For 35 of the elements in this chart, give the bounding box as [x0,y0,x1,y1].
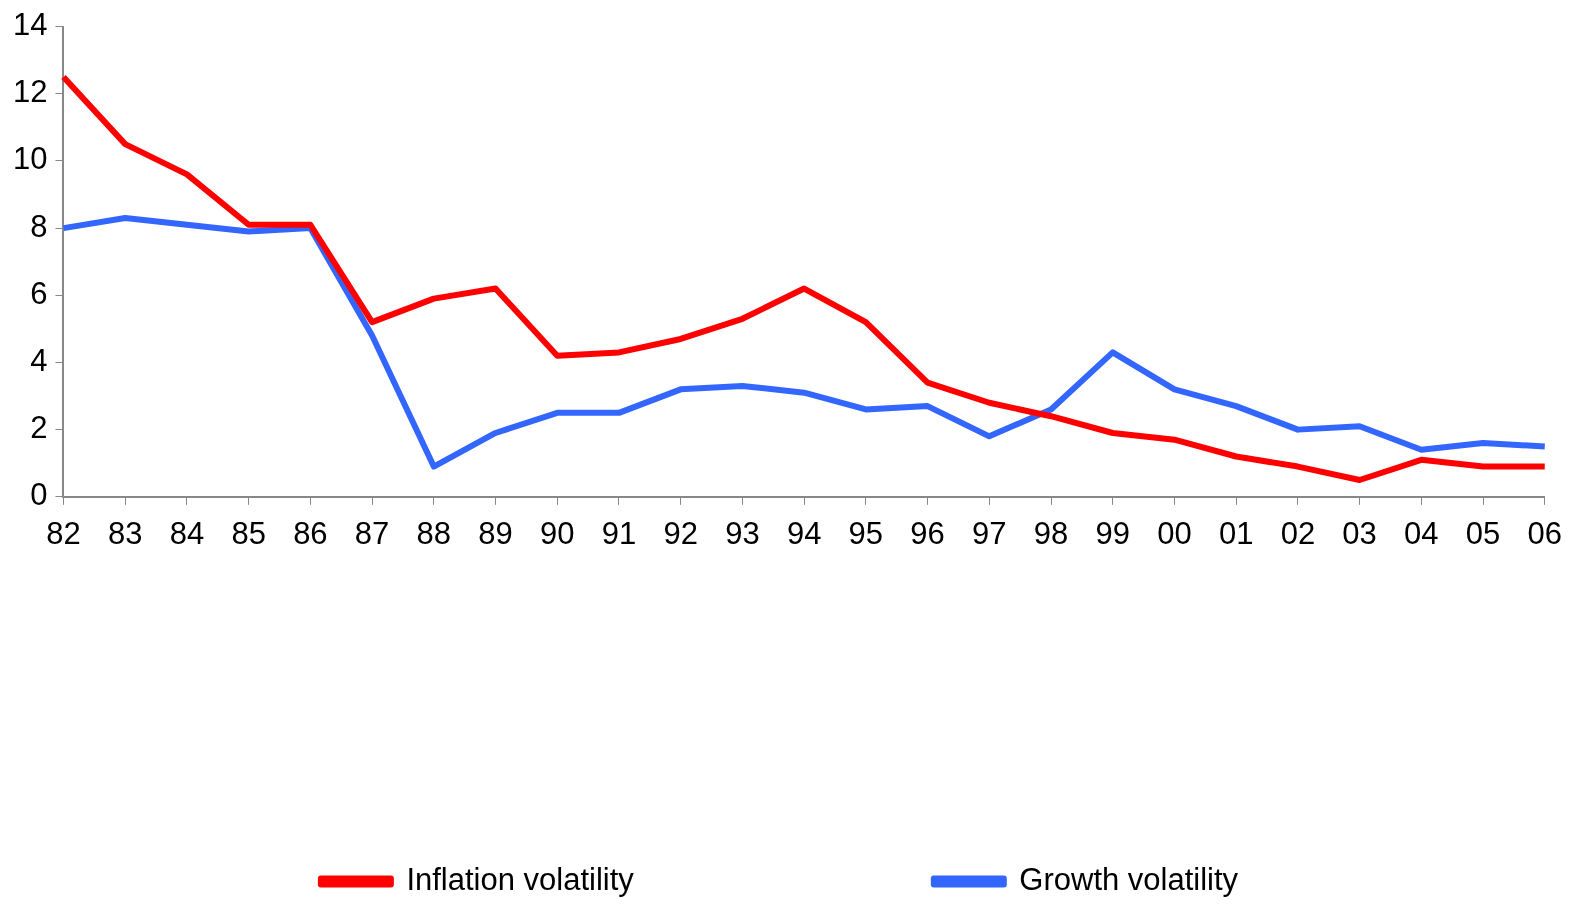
x-tick-label: 06 [1527,515,1562,551]
y-tick-label: 14 [13,7,48,43]
x-tick-label: 93 [725,515,760,551]
x-tick-label: 04 [1404,515,1439,551]
y-tick-label: 2 [30,410,48,446]
x-tick-label: 90 [540,515,575,551]
x-tick-label: 99 [1095,515,1130,551]
x-tick-label: 89 [478,515,513,551]
x-tick-label: 88 [416,515,452,551]
x-tick-label: 92 [663,515,698,551]
x-tick-label: 83 [107,515,143,551]
y-tick-label: 10 [13,141,48,177]
y-tick-label: 0 [30,477,48,513]
x-tick-label: 02 [1280,515,1316,551]
x-tick-label: 05 [1465,515,1501,551]
y-tick-label: 6 [30,275,48,311]
y-tick-label: 12 [13,74,48,110]
x-tick-label: 00 [1157,515,1192,551]
x-tick-label: 95 [848,515,884,551]
x-tick-label: 01 [1218,515,1254,551]
x-tick-label: 87 [354,515,390,551]
x-tick-label: 91 [601,515,637,551]
x-tick-label: 98 [1033,515,1069,551]
x-tick-label: 84 [169,515,205,551]
x-tick-label: 03 [1342,515,1377,551]
legend-label: Inflation volatility [406,862,635,898]
legend-label: Growth volatility [1019,862,1239,898]
x-tick-label: 85 [231,515,266,551]
x-tick-label: 82 [46,515,81,551]
x-tick-label: 86 [293,515,328,551]
x-tick-label: 94 [786,515,822,551]
y-tick-label: 8 [30,208,48,244]
y-tick-label: 4 [30,343,48,378]
x-tick-label: 97 [972,515,1007,551]
x-tick-label: 96 [910,515,945,551]
